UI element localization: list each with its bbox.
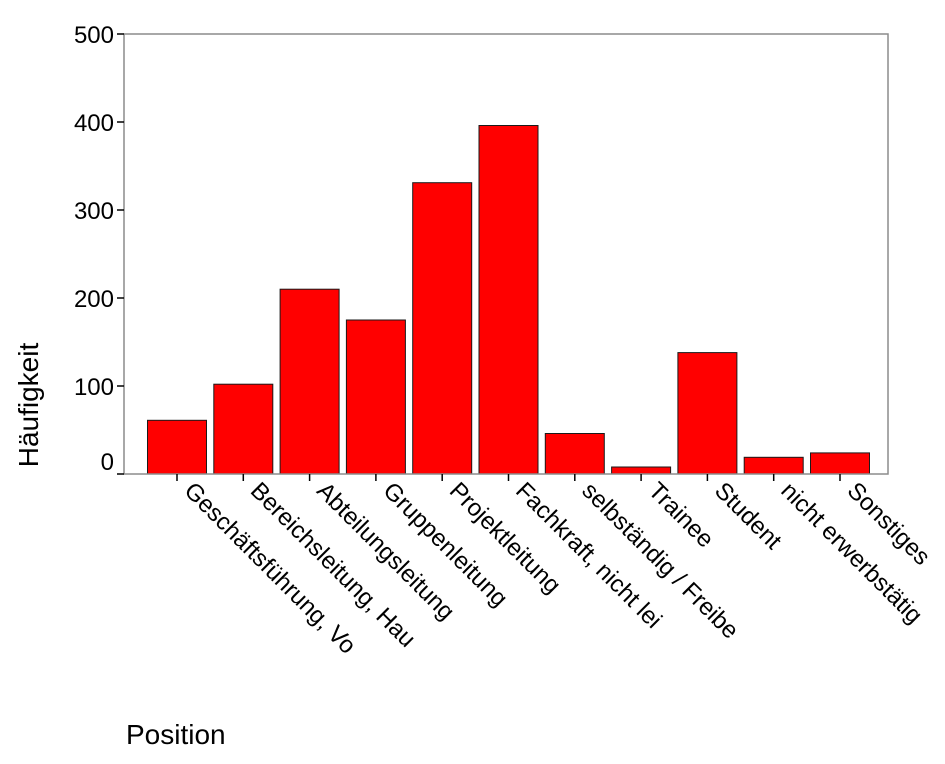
bar: [611, 466, 672, 475]
y-axis-title: Häufigkeit: [13, 343, 44, 468]
bar: [213, 383, 274, 475]
bar: [478, 125, 539, 475]
y-tick-label: 0: [101, 449, 114, 476]
y-tick-label: 200: [74, 286, 114, 313]
x-tick-label: Student: [709, 477, 787, 555]
bar: [810, 452, 870, 475]
bar: [345, 319, 406, 475]
y-tick-label: 300: [74, 198, 114, 225]
x-axis-title: Position: [126, 719, 226, 750]
y-tick-label: 100: [74, 374, 114, 401]
y-axis: 0 100 200 300 400 500: [74, 22, 124, 476]
bar: [147, 419, 207, 475]
bar: [544, 433, 605, 475]
y-tick-label: 500: [74, 22, 114, 49]
plot-frame: [123, 33, 889, 475]
bar: [743, 456, 804, 475]
bar: [677, 352, 738, 475]
bar: [412, 182, 473, 475]
bars-group: [147, 125, 870, 475]
bar: [279, 288, 340, 475]
y-tick-label: 400: [74, 110, 114, 137]
